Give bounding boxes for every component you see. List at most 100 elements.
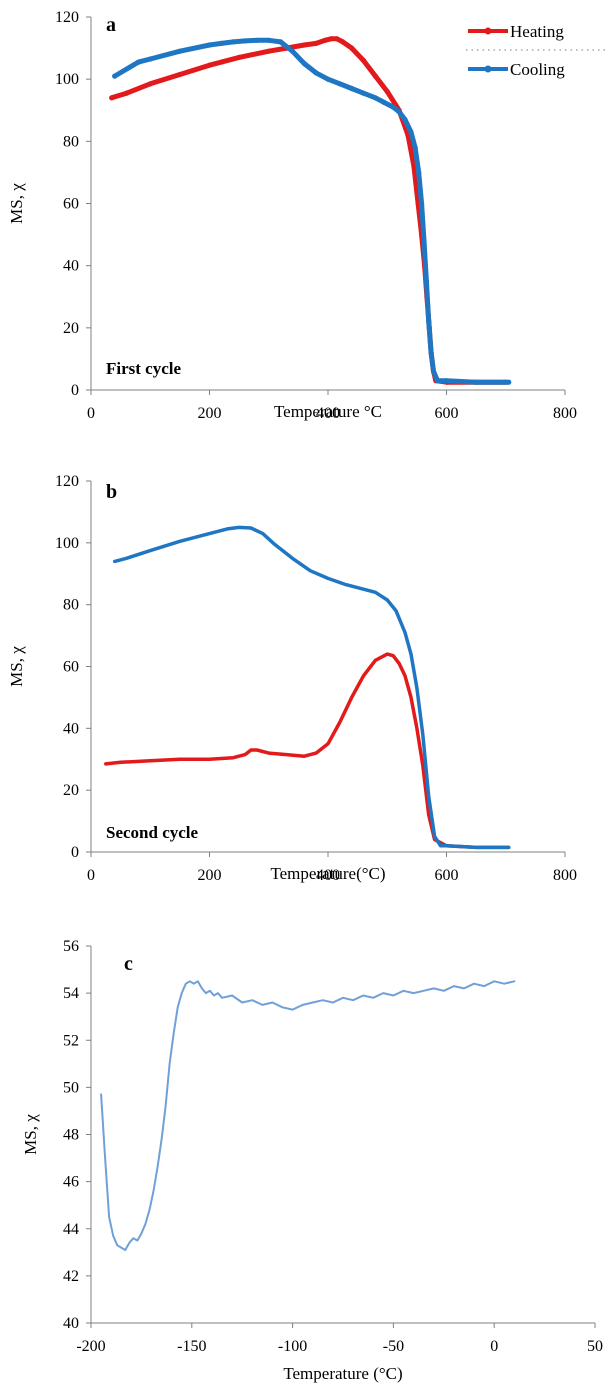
y-tick-label: 20	[63, 782, 79, 799]
series-heating	[109, 36, 509, 385]
data-point	[396, 109, 402, 115]
series-line	[104, 652, 511, 850]
cycle-annotation: First cycle	[106, 359, 181, 378]
data-point	[372, 95, 378, 101]
data-point	[360, 57, 367, 64]
panel-b: 0 20 40 60 80 100 120 0 200 400 600 800 Temperature(…	[7, 473, 577, 884]
data-point	[266, 48, 272, 54]
data-point	[112, 73, 118, 79]
y-tick-label: 48	[63, 1127, 79, 1144]
series-line	[112, 37, 512, 385]
data-point	[430, 368, 437, 374]
series-cooling	[112, 37, 512, 385]
x-tick-label: -200	[76, 1338, 105, 1355]
y-tick-label: 0	[71, 382, 79, 399]
data-point	[372, 73, 378, 79]
data-point	[337, 81, 343, 87]
y-tick-label: 40	[63, 720, 79, 737]
x-tick-label: 0	[87, 867, 95, 884]
data-point	[177, 71, 183, 78]
y-tick-label: 54	[63, 985, 79, 1002]
series-line	[109, 36, 509, 385]
x-tick-label: -50	[383, 1338, 404, 1355]
x-tick-label: 0	[490, 1338, 498, 1355]
y-tick-label: 60	[63, 196, 79, 213]
x-tick-label: 400	[316, 405, 340, 422]
x-tick-label: 800	[553, 405, 577, 422]
x-tick-label: 50	[587, 1338, 603, 1355]
data-point	[360, 90, 367, 96]
y-tick-label: 44	[63, 1221, 79, 1238]
y-tick-label: 40	[63, 258, 79, 275]
data-point	[349, 45, 355, 51]
data-point	[301, 42, 307, 48]
series-1	[112, 525, 511, 850]
x-tick-label: 200	[198, 867, 222, 884]
x-axis-label: Temperature °C	[274, 402, 382, 421]
series-line	[100, 980, 516, 1251]
y-tick-label: 120	[55, 473, 79, 490]
data-point	[412, 144, 418, 151]
data-point	[135, 59, 141, 65]
panel-label: b	[106, 481, 117, 503]
x-tick-label: 600	[435, 867, 459, 884]
legend-label: Heating	[510, 22, 564, 41]
data-point	[340, 39, 346, 45]
data-point	[325, 76, 331, 82]
data-point	[177, 48, 183, 54]
data-point	[334, 36, 340, 42]
data-point	[123, 90, 130, 96]
y-tick-label: 46	[63, 1174, 79, 1191]
data-point	[242, 38, 248, 44]
data-point	[236, 54, 242, 61]
y-tick-label: 52	[63, 1032, 79, 1049]
panel-label: c	[124, 953, 133, 975]
data-point	[408, 129, 414, 135]
panel-label: a	[106, 14, 116, 36]
data-point	[349, 85, 355, 92]
data-point	[419, 200, 425, 207]
data-point	[254, 37, 260, 43]
data-point	[147, 56, 153, 62]
data-point	[301, 61, 307, 67]
data-point	[384, 89, 390, 95]
data-point	[278, 39, 284, 45]
y-tick-label: 42	[63, 1268, 79, 1285]
data-point	[402, 117, 408, 123]
data-point	[443, 378, 450, 384]
y-tick-label: 120	[55, 9, 79, 26]
y-axis-label: MS, χ	[7, 646, 26, 687]
x-tick-label: 0	[87, 405, 95, 422]
data-point	[428, 350, 434, 356]
legend-marker	[484, 65, 492, 73]
x-tick-label: 600	[435, 405, 459, 422]
y-tick-label: 20	[63, 320, 79, 337]
data-point	[390, 104, 396, 110]
x-tick-label: -100	[278, 1338, 307, 1355]
x-tick-label: 800	[553, 867, 577, 884]
data-point	[313, 40, 319, 47]
data-point	[328, 36, 334, 42]
data-point	[218, 40, 224, 47]
x-axis-label: Temperature(°C)	[270, 864, 385, 883]
cycle-annotation: Second cycle	[106, 823, 199, 842]
series-0	[100, 980, 516, 1251]
data-point	[423, 278, 429, 284]
data-point	[206, 42, 213, 48]
data-point	[266, 37, 272, 43]
data-point	[506, 379, 512, 385]
legend-label: Cooling	[510, 60, 565, 79]
legend: Heating Cooling	[466, 22, 608, 79]
x-tick-label: -150	[177, 1338, 206, 1355]
y-tick-label: 100	[55, 535, 79, 552]
data-point	[230, 39, 236, 45]
data-point	[109, 95, 115, 101]
panel-c: 40 42 44 46 48 50 52 54 56 -200 -150 -100 -50 0 50 Temp…	[21, 938, 603, 1383]
data-point	[416, 169, 422, 175]
data-point	[147, 81, 153, 87]
data-point	[426, 319, 432, 325]
x-axis-label: Temperature (°C)	[283, 1364, 402, 1383]
y-axis-label: MS, χ	[21, 1114, 40, 1155]
x-tick-label: 400	[316, 867, 340, 884]
